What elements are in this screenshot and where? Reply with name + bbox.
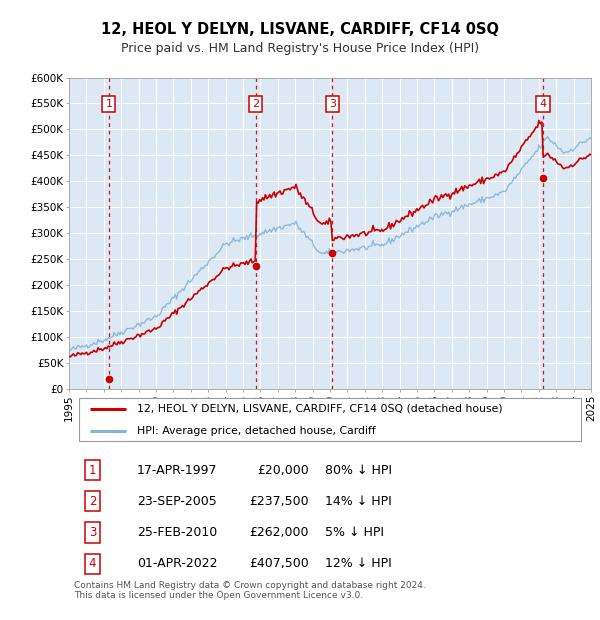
Text: £262,000: £262,000 [250, 526, 309, 539]
Text: 25-FEB-2010: 25-FEB-2010 [137, 526, 217, 539]
Text: 2: 2 [89, 495, 96, 508]
Text: 3: 3 [89, 526, 96, 539]
Text: 2: 2 [252, 99, 259, 109]
Text: 23-SEP-2005: 23-SEP-2005 [137, 495, 217, 508]
Text: 01-APR-2022: 01-APR-2022 [137, 557, 217, 570]
Text: 12, HEOL Y DELYN, LISVANE, CARDIFF, CF14 0SQ: 12, HEOL Y DELYN, LISVANE, CARDIFF, CF14… [101, 22, 499, 37]
Text: 4: 4 [89, 557, 96, 570]
Text: 1: 1 [89, 464, 96, 477]
FancyBboxPatch shape [79, 398, 581, 441]
Text: 14% ↓ HPI: 14% ↓ HPI [325, 495, 392, 508]
Text: 12% ↓ HPI: 12% ↓ HPI [325, 557, 392, 570]
Text: £20,000: £20,000 [257, 464, 309, 477]
Text: 1: 1 [106, 99, 112, 109]
Text: £407,500: £407,500 [250, 557, 309, 570]
Text: 80% ↓ HPI: 80% ↓ HPI [325, 464, 392, 477]
Text: Price paid vs. HM Land Registry's House Price Index (HPI): Price paid vs. HM Land Registry's House … [121, 42, 479, 55]
Text: £237,500: £237,500 [250, 495, 309, 508]
Text: 17-APR-1997: 17-APR-1997 [137, 464, 217, 477]
Text: 5% ↓ HPI: 5% ↓ HPI [325, 526, 384, 539]
Text: Contains HM Land Registry data © Crown copyright and database right 2024.
This d: Contains HM Land Registry data © Crown c… [74, 581, 426, 600]
Text: 12, HEOL Y DELYN, LISVANE, CARDIFF, CF14 0SQ (detached house): 12, HEOL Y DELYN, LISVANE, CARDIFF, CF14… [137, 404, 502, 414]
Text: HPI: Average price, detached house, Cardiff: HPI: Average price, detached house, Card… [137, 425, 376, 435]
Text: 4: 4 [539, 99, 547, 109]
Text: 3: 3 [329, 99, 336, 109]
